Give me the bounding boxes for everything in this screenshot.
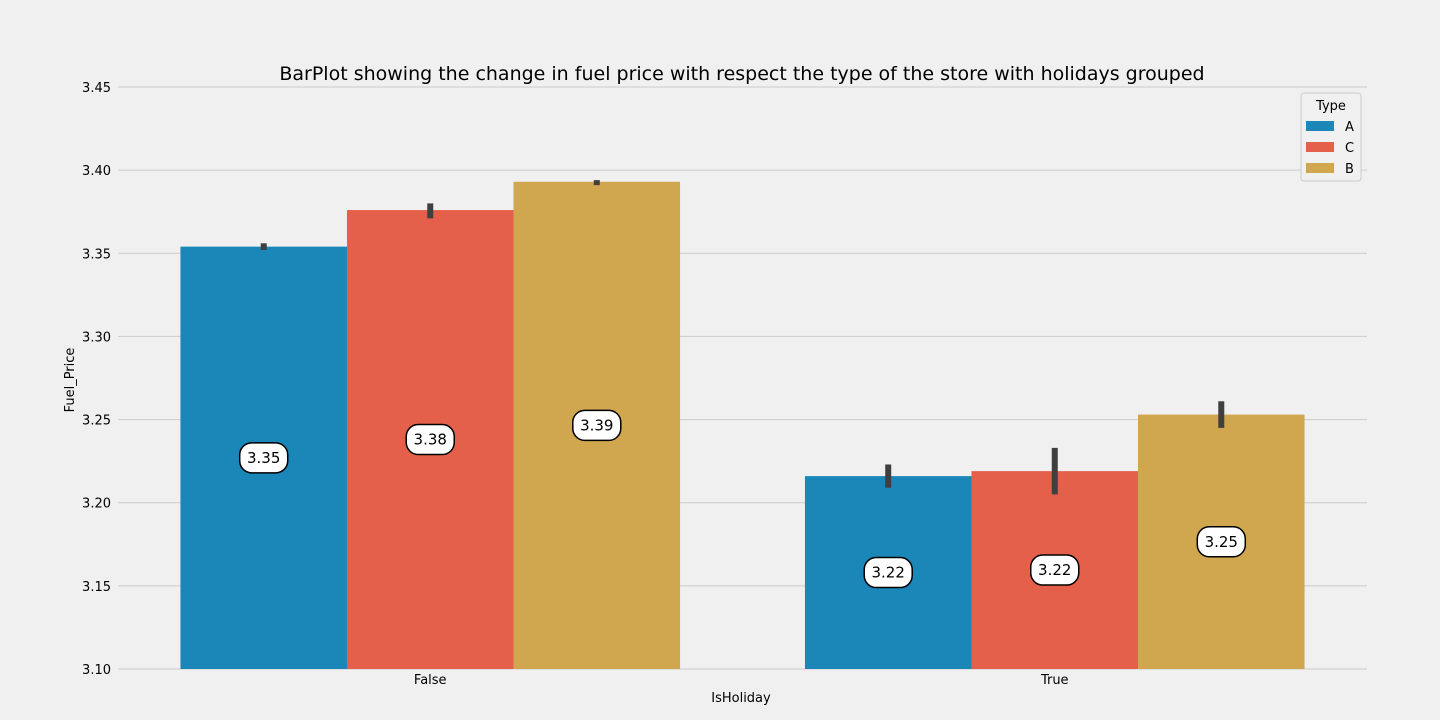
bar-value-label-text: 3.35 <box>247 449 280 467</box>
legend-swatch-a <box>1306 121 1334 131</box>
legend-title: Type <box>1315 99 1346 114</box>
bar-value-label-box <box>405 423 455 456</box>
y-tick-label: 3.35 <box>82 247 111 262</box>
bar-value-label-box <box>572 409 622 442</box>
legend-swatch-c <box>1306 142 1334 152</box>
bar-value-label-box <box>1196 526 1247 558</box>
bar-value-label-box <box>1030 554 1080 586</box>
bar-value-label-text: 3.38 <box>414 431 447 449</box>
y-tick-label: 3.20 <box>82 497 111 512</box>
bar-value-label-text: 3.22 <box>1038 561 1071 579</box>
legend-label-b: B <box>1345 162 1354 177</box>
bar-value-label-box <box>863 556 913 589</box>
bar-value-label-text: 3.22 <box>872 564 905 582</box>
bar-value-label: 3.35 <box>238 442 289 474</box>
bar-value-label-box <box>238 442 289 474</box>
x-axis-label: IsHoliday <box>711 691 771 706</box>
legend-entries: ACB <box>1306 120 1354 177</box>
y-tick-label: 3.45 <box>82 81 111 96</box>
legend-label-c: C <box>1345 141 1354 156</box>
bar-value-label: 3.39 <box>572 409 622 442</box>
legend: Type ACB <box>1300 92 1362 182</box>
bars <box>180 181 1305 670</box>
bar-value-label: 3.22 <box>1030 554 1080 586</box>
y-tick-label: 3.10 <box>82 663 111 678</box>
y-axis-label: Fuel_Price <box>63 348 78 413</box>
y-tick-label: 3.15 <box>82 580 111 595</box>
x-tick-label: True <box>1040 673 1069 688</box>
x-tick-label: False <box>414 673 447 688</box>
bar-value-labels: 3.35 3.22 3.38 3.22 3.39 3.25 <box>238 409 1247 589</box>
bar-value-label-text: 3.25 <box>1205 533 1238 551</box>
legend-frame <box>1300 92 1362 182</box>
bar-value-label: 3.25 <box>1196 526 1247 558</box>
y-tick-label: 3.30 <box>82 330 111 345</box>
legend-swatch-b <box>1306 163 1334 173</box>
error-bars <box>260 180 1225 495</box>
chart-title: BarPlot showing the change in fuel price… <box>279 63 1204 85</box>
bar-value-label-text: 3.39 <box>580 416 613 434</box>
bar-value-label: 3.38 <box>405 423 455 456</box>
y-tick-label: 3.25 <box>82 414 111 429</box>
y-tick-label: 3.40 <box>82 164 111 179</box>
legend-label-a: A <box>1345 120 1354 135</box>
tick-labels: 3.10 3.15 3.20 3.25 3.30 3.35 3.40 3.45 False Tru… <box>82 81 1069 688</box>
bar-value-label: 3.22 <box>863 556 913 589</box>
